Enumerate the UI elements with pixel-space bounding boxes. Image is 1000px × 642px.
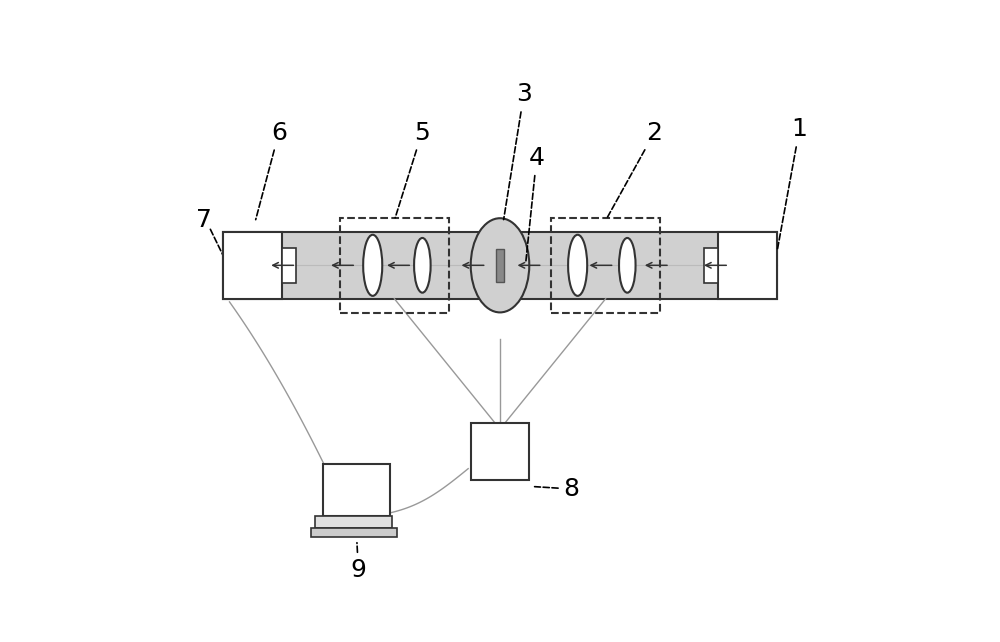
- Text: 1: 1: [777, 117, 807, 250]
- Bar: [551, 218, 660, 313]
- Text: 9: 9: [350, 542, 366, 582]
- Text: 5: 5: [395, 121, 430, 218]
- Bar: [323, 464, 390, 516]
- Bar: [496, 248, 504, 282]
- Ellipse shape: [414, 238, 431, 293]
- Bar: [718, 232, 777, 299]
- Bar: [315, 516, 392, 528]
- Text: 7: 7: [196, 208, 212, 232]
- Text: 6: 6: [256, 121, 287, 220]
- Bar: [340, 218, 449, 313]
- Text: 3: 3: [504, 82, 532, 220]
- Text: 4: 4: [526, 146, 545, 263]
- Text: 8: 8: [535, 477, 580, 501]
- Ellipse shape: [619, 238, 636, 293]
- Bar: [223, 232, 777, 299]
- Ellipse shape: [471, 218, 529, 313]
- Bar: [704, 248, 718, 283]
- Bar: [471, 423, 529, 480]
- Text: 2: 2: [607, 121, 662, 218]
- Ellipse shape: [363, 235, 382, 296]
- Bar: [223, 232, 282, 299]
- Ellipse shape: [568, 235, 587, 296]
- Bar: [311, 528, 397, 537]
- Bar: [282, 248, 296, 283]
